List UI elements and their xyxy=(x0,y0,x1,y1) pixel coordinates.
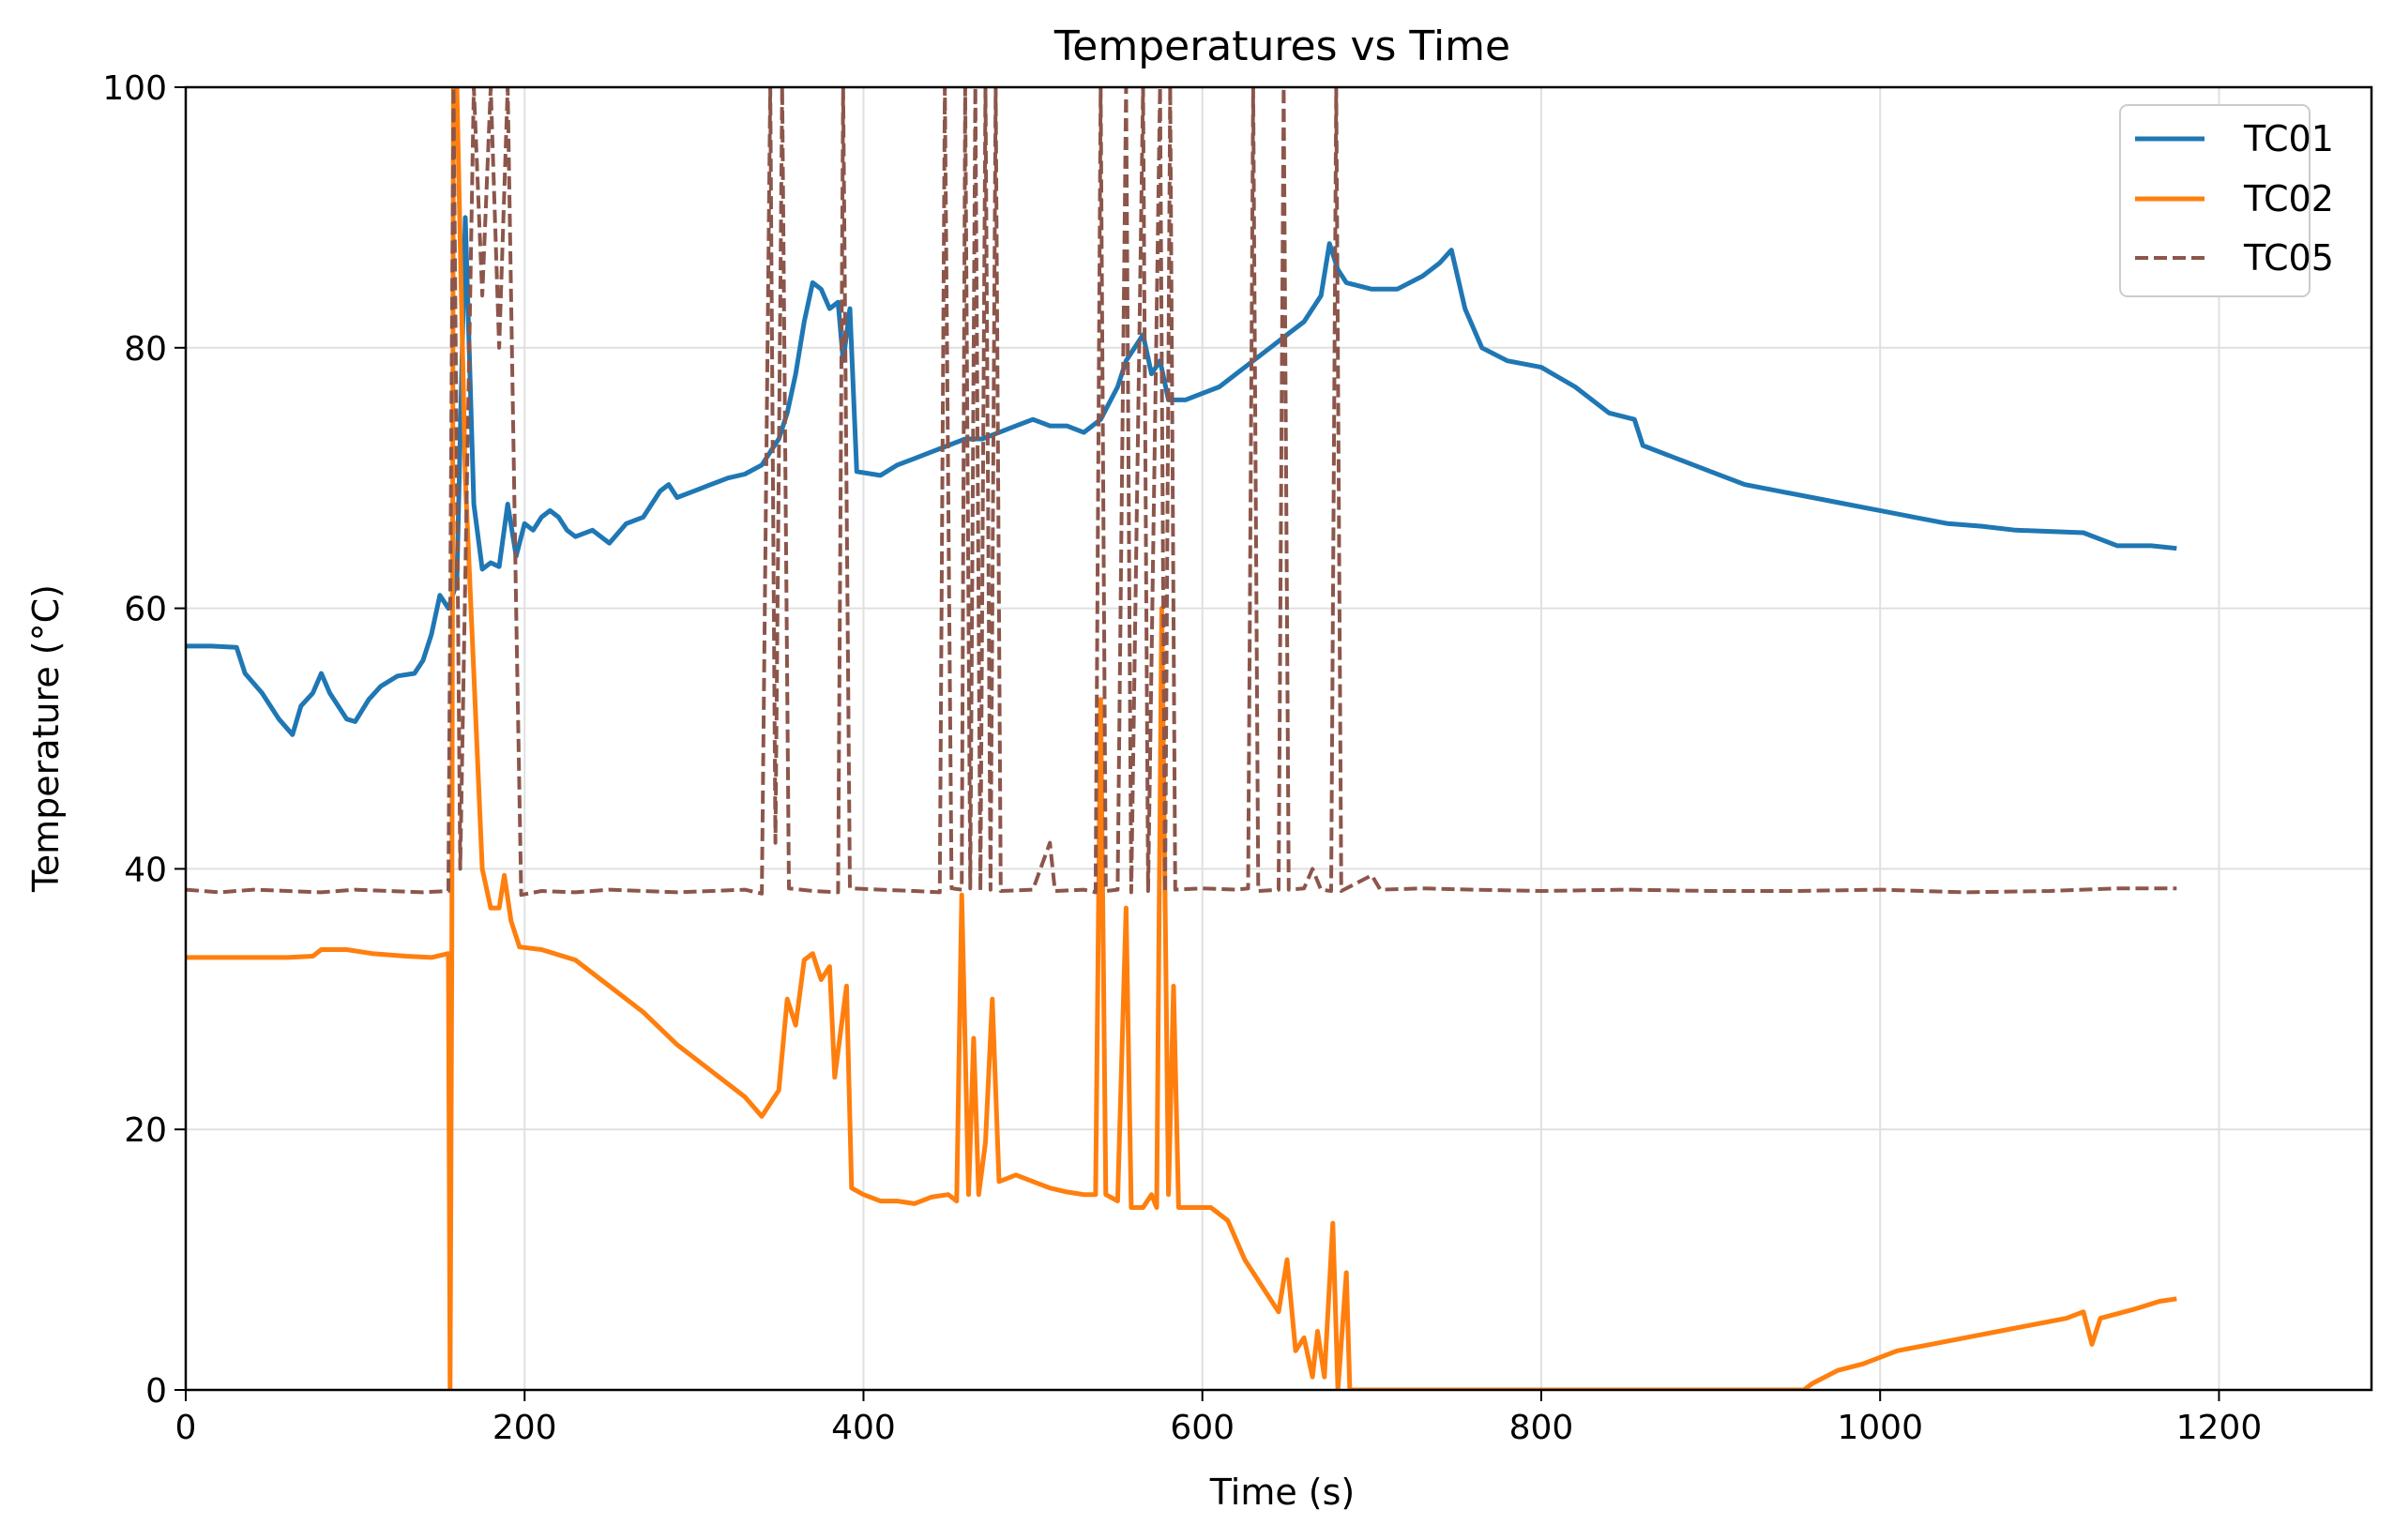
y-tick-label: 80 xyxy=(124,330,167,369)
legend-label-tc05: TC05 xyxy=(2243,237,2334,279)
plot-frame xyxy=(184,85,2373,1392)
y-tick-label: 100 xyxy=(102,69,167,108)
x-tick-label: 800 xyxy=(1509,1409,1574,1447)
y-tick-label: 60 xyxy=(124,591,167,629)
x-tick-label: 400 xyxy=(831,1409,896,1447)
legend-label-tc02: TC02 xyxy=(2243,178,2334,219)
x-axis-label: Time (s) xyxy=(1209,1472,1356,1513)
x-tick-label: 1000 xyxy=(1837,1409,1923,1447)
y-tick-label: 20 xyxy=(124,1111,167,1150)
legend-label-tc01: TC01 xyxy=(2243,118,2334,159)
y-tick-label: 0 xyxy=(145,1372,167,1411)
axis-ticks: 0 200 400 600 800 1000 1200 0 20 40 60 80 100 xyxy=(102,69,2262,1447)
series-lines xyxy=(186,87,2177,1390)
x-tick-label: 200 xyxy=(492,1409,557,1447)
x-tick-label: 0 xyxy=(175,1409,197,1447)
legend-box xyxy=(2119,104,2311,297)
series-line-tc02 xyxy=(186,87,2177,1390)
y-axis-label: Temperature (°C) xyxy=(25,584,67,893)
plot-area xyxy=(186,87,2177,1390)
y-tick-label: 40 xyxy=(124,851,167,889)
x-tick-label: 1200 xyxy=(2176,1409,2263,1447)
legend: TC01 TC02 TC05 xyxy=(2119,104,2334,297)
x-tick-label: 600 xyxy=(1170,1409,1235,1447)
series-line-tc05 xyxy=(186,87,2177,898)
chart-title: Temperatures vs Time xyxy=(1053,23,1510,70)
